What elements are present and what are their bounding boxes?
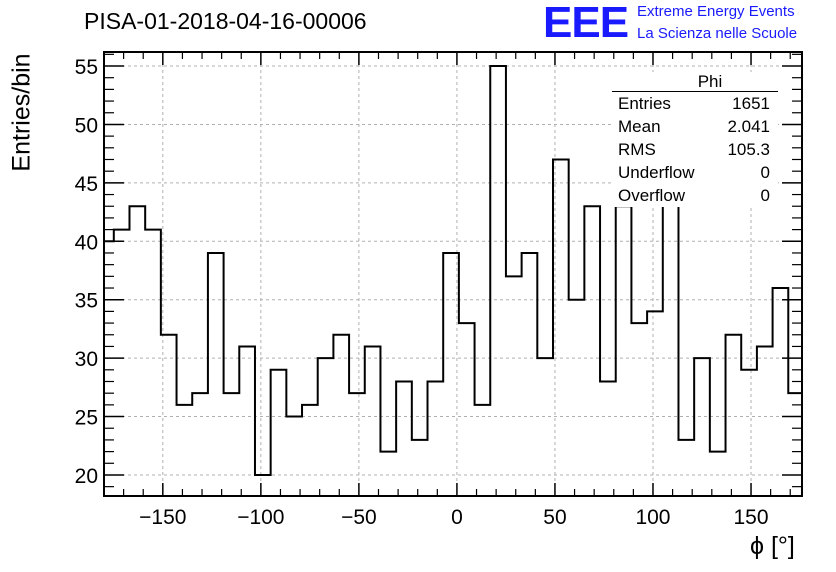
tick-labels: −150 −100 −50 0 50 100 150 20 25 30 35 40 45 50 55 [75,56,769,529]
y-tick-label: 35 [75,290,98,313]
histogram-series-phi [104,65,803,476]
axis-ticks [104,52,802,496]
x-tick-label: −50 [341,506,377,529]
x-tick-label: 50 [543,506,566,529]
stats-label: Underflow [618,163,695,182]
stats-label: Mean [618,117,661,136]
plot-frame [103,51,803,497]
stats-value: 0 [760,186,770,205]
stats-value: 1651 [732,94,770,113]
stats-label: Entries [618,94,671,113]
stats-row-overflow: Overflow 0 [612,184,778,207]
x-tick-label: 150 [733,506,768,529]
y-axis-label: Entries/bin [7,53,36,172]
eee-logo: EEE [543,0,629,47]
stats-box: Phi Entries 1651 Mean 2.041 RMS 105.3 Un… [612,72,778,207]
y-tick-label: 30 [75,348,98,371]
x-axis-label: ϕ [°] [750,532,795,560]
stats-row-rms: RMS 105.3 [612,138,778,161]
x-tick-label: 100 [635,506,670,529]
logo-text-line1: Extreme Energy Events [637,3,795,20]
stats-label: RMS [618,140,656,159]
y-tick-label: 45 [75,173,98,196]
y-tick-label: 25 [75,407,98,430]
y-tick-label: 55 [75,56,98,79]
stats-label: Overflow [618,186,686,205]
y-tick-label: 50 [75,114,98,137]
x-tick-label: −150 [139,506,186,529]
stats-value: 105.3 [727,140,770,159]
chart-title: PISA-01-2018-04-16-00006 [84,8,367,34]
stats-row-mean: Mean 2.041 [612,115,778,138]
stats-title: Phi [612,72,778,92]
grid-lines [104,52,802,496]
x-tick-label: 0 [451,506,463,529]
y-tick-label: 40 [75,231,98,254]
stats-value: 0 [760,163,770,182]
stats-row-underflow: Underflow 0 [612,161,778,184]
x-tick-label: −100 [237,506,284,529]
stats-value: 2.041 [727,117,770,136]
logo-text-line2: La Scienza nelle Scuole [637,25,798,42]
stats-row-entries: Entries 1651 [612,92,778,115]
y-tick-label: 20 [75,465,98,488]
